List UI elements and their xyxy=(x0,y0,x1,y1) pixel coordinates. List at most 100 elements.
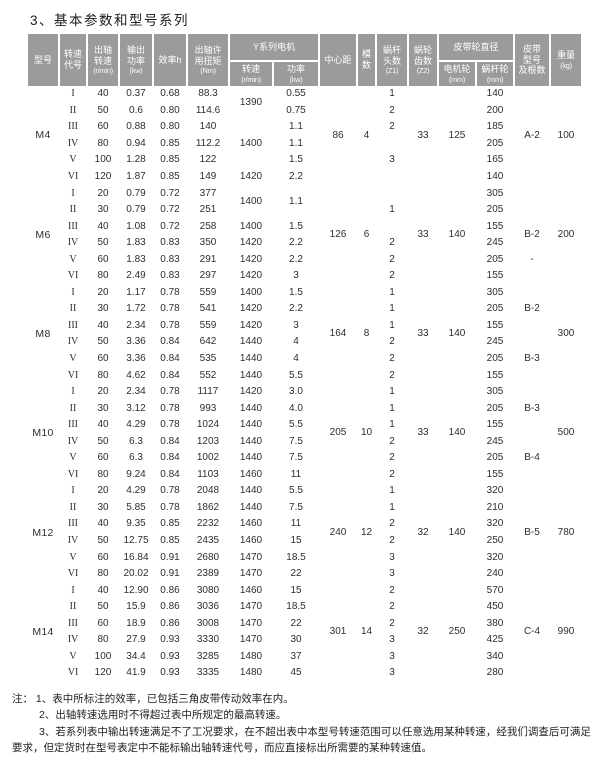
cell-worm-starts: 3 xyxy=(389,154,395,166)
cell-worm-pulley: 205 xyxy=(486,402,504,414)
notes: 注： 1、表中所标注的效率，已包括三角皮带传动效率在内。 2、出轴转速选用时不得超… xyxy=(12,691,592,757)
cell-motor-power: 1.5 xyxy=(289,220,303,232)
cell-worm-starts: 1 xyxy=(389,501,395,513)
cell-output-speed: 60 xyxy=(97,121,109,133)
table-row: V 60 3.36 0.84 535 1440 4 2 205 xyxy=(28,351,581,368)
cell-motor-speed: 1420 xyxy=(239,270,263,282)
cell-speed-code: I xyxy=(71,187,75,199)
cell-motor-power: 45 xyxy=(290,667,302,679)
cell-worm-starts: 2 xyxy=(389,535,395,547)
cell-speed-code: II xyxy=(69,601,77,613)
cell-speed-code: V xyxy=(69,650,77,662)
cell-weight: 300 xyxy=(557,328,575,340)
cell-motor-speed: 1470 xyxy=(239,551,263,563)
cell-output-speed: 50 xyxy=(97,601,109,613)
cell-output-speed: 40 xyxy=(97,319,109,331)
header-unit: (kg) xyxy=(560,60,572,70)
cell-output-speed: 50 xyxy=(97,435,109,447)
cell-worm-pulley: 250 xyxy=(486,535,504,547)
belt-label: C-4 xyxy=(523,626,541,638)
cell-motor-power: 30 xyxy=(290,634,302,646)
cell-motor-speed: 1440 xyxy=(239,369,263,381)
cell-torque: 3008 xyxy=(196,617,220,629)
cell-worm-starts: 2 xyxy=(389,601,395,613)
header-unit: (kw) xyxy=(289,74,303,84)
cell-speed-code: VI xyxy=(67,568,79,580)
header-label: 蜗杆 头数 xyxy=(382,44,401,66)
cell-motor-power: 0.55 xyxy=(286,88,306,100)
cell-speed-code: III xyxy=(68,518,78,530)
cell-worm-pulley: 205 xyxy=(486,137,504,149)
cell-output-power: 18.9 xyxy=(126,617,146,629)
cell-worm-starts: 1 xyxy=(389,419,395,431)
cell-speed-code: V xyxy=(69,353,77,365)
cell-worm-starts: 2 xyxy=(389,452,395,464)
cell-center-distance: 126 xyxy=(329,228,347,240)
cell-output-speed: 30 xyxy=(97,501,109,513)
cell-speed-code: IV xyxy=(67,634,79,646)
header-label: 功率 xyxy=(286,64,305,75)
cell-motor-speed xyxy=(230,119,272,136)
cell-motor-speed: 1460 xyxy=(239,535,263,547)
cell-worm-starts: 1 xyxy=(389,88,395,100)
cell-motor-speed: 1400 xyxy=(239,286,263,298)
cell-output-speed: 60 xyxy=(97,551,109,563)
cell-output-speed: 50 xyxy=(97,336,109,348)
cell-worm-pulley: 245 xyxy=(486,336,504,348)
cell-worm-pulley: 380 xyxy=(486,617,504,629)
cell-output-speed: 40 xyxy=(97,584,109,596)
note-line-2: 2、出轴转速选用时不得超过表中所规定的最高转速。 xyxy=(39,709,287,722)
cell-center-distance: 86 xyxy=(332,129,344,141)
note-line-1: 注： 1、表中所标注的效率，已包括三角皮带传动效率在内。 xyxy=(12,692,294,705)
cell-output-power: 9.24 xyxy=(126,468,146,480)
cell-speed-code: IV xyxy=(67,535,79,547)
cell-center-distance: 301 xyxy=(329,626,347,638)
cell-output-speed: 40 xyxy=(97,220,109,232)
header-worm-starts: 蜗杆 头数 (Z1) xyxy=(377,34,407,86)
header-label: Y系列电机 xyxy=(252,41,295,52)
cell-motor-speed: 1480 xyxy=(239,650,263,662)
cell-speed-code: I xyxy=(71,286,75,298)
cell-efficiency: 0.78 xyxy=(160,419,180,431)
cell-worm-starts: 3 xyxy=(389,650,395,662)
cell-belt-type: B-4 xyxy=(524,452,540,464)
cell-worm-pulley: 210 xyxy=(486,501,504,513)
cell-speed-code: IV xyxy=(67,137,79,149)
cell-efficiency: 0.85 xyxy=(160,171,180,182)
section-title: 3、基本参数和型号系列 xyxy=(30,13,190,28)
cell-output-power: 2.34 xyxy=(126,319,146,331)
cell-output-power: 15.9 xyxy=(126,601,146,613)
cell-torque: 559 xyxy=(199,319,217,331)
cell-worm-pulley: 155 xyxy=(486,468,504,480)
table-row: V 100 1.28 0.85 122 1.5 3 165 xyxy=(28,152,581,169)
cell-wormgear-teeth: 33 xyxy=(417,427,429,439)
cell-speed-code: II xyxy=(69,501,77,513)
table-row: III 40 4.29 0.78 1024 1440 5.5 1 155 xyxy=(28,417,581,434)
cell-worm-starts: 1 xyxy=(389,386,395,398)
table-row: V 100 34.4 0.93 3285 1480 37 3 340 xyxy=(28,649,581,666)
header-belt-type: 皮带 型号 及根数 xyxy=(515,34,549,86)
cell-motor-power: 2.2 xyxy=(289,303,303,315)
table-row: VI 80 9.24 0.84 1103 1460 11 2 155 xyxy=(28,467,581,484)
cell-worm-starts: 2 xyxy=(389,617,395,629)
cell-motor-speed: 1440 xyxy=(239,353,263,365)
cell-weight: 990 xyxy=(557,626,575,638)
header-label: 出轴 转速 xyxy=(93,44,112,66)
cell-belt-type: C-4 xyxy=(515,582,549,681)
cell-worm-starts: 2 xyxy=(389,270,395,282)
header-label: 中心距 xyxy=(324,54,352,65)
cell-output-speed: 100 xyxy=(94,154,112,166)
cell-worm-pulley: 320 xyxy=(486,485,504,497)
header-label: 皮带 型号 及根数 xyxy=(518,43,546,76)
cell-module: 12 xyxy=(360,526,373,538)
cell-output-speed: 40 xyxy=(97,88,109,100)
cell-module: 6 xyxy=(363,228,370,240)
cell-efficiency: 0.84 xyxy=(160,336,180,348)
cell-torque: 258 xyxy=(199,220,217,232)
cell-worm-starts: 2 xyxy=(389,584,395,596)
table-row: III 60 18.9 0.86 3008 1470 22 2 380 xyxy=(28,616,581,633)
cell-motor-power: 1.1 xyxy=(289,121,303,133)
cell-wormgear-teeth: 33 xyxy=(417,129,429,141)
cell-speed-code: IV xyxy=(67,336,79,348)
cell-speed-code: IV xyxy=(67,435,79,447)
